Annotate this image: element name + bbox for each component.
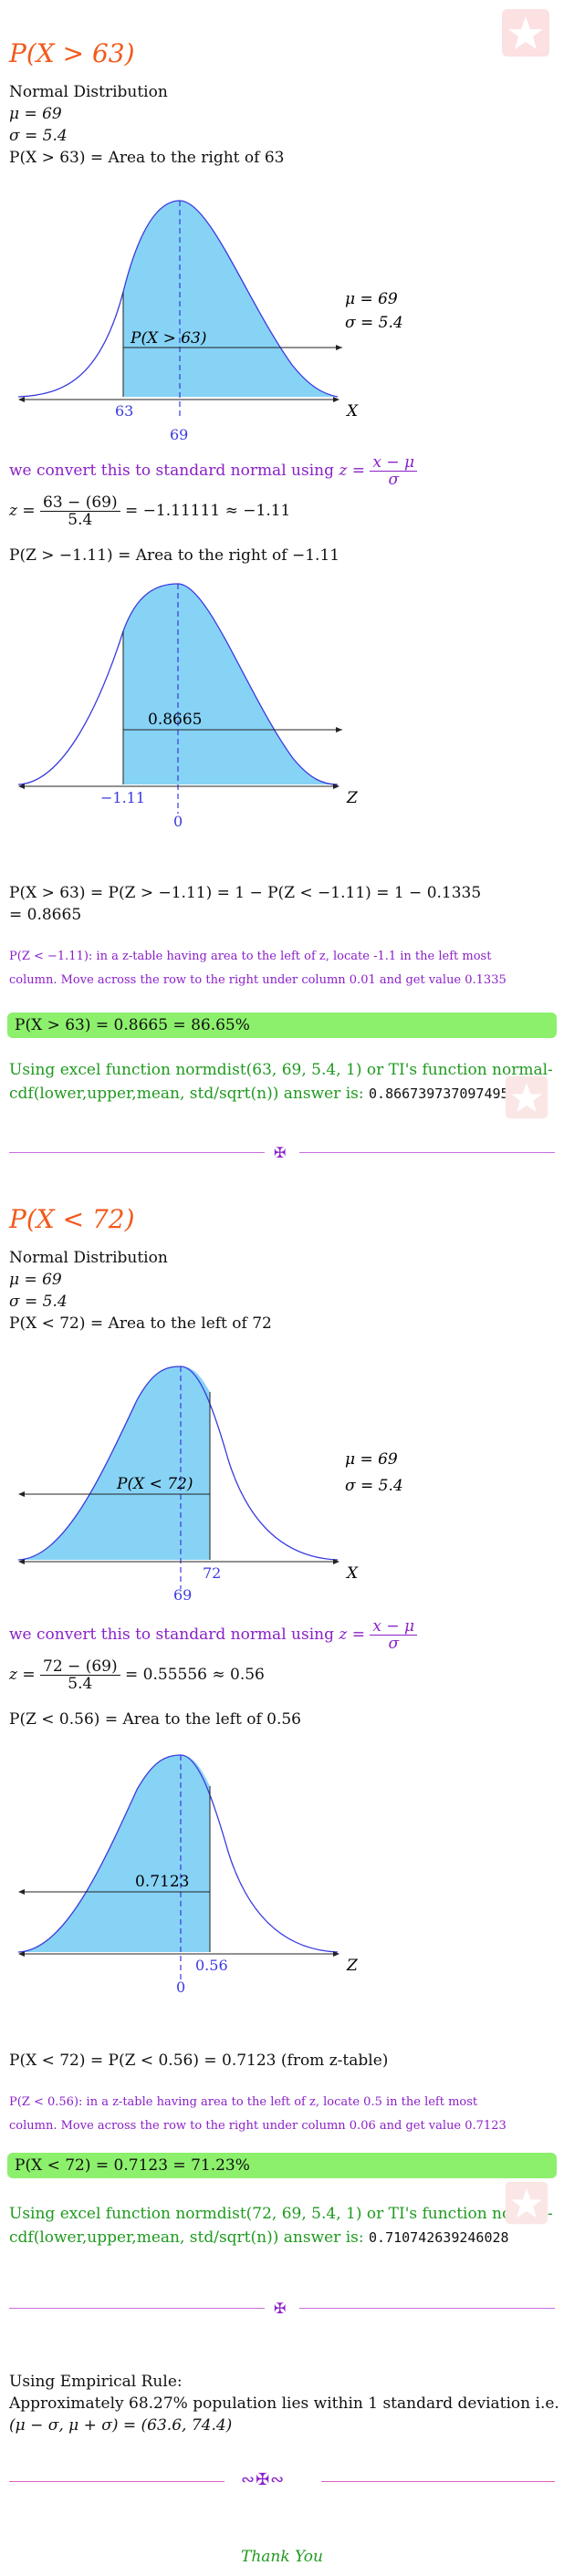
tick-label-63: 63	[115, 402, 133, 420]
divider-ornament-icon: ✠	[274, 1144, 287, 1161]
empirical-rule-line-2: (μ − σ, μ + σ) = (63.6, 74.4)	[9, 2416, 233, 2435]
empirical-rule-line-1: Approximately 68.27% population lies wit…	[9, 2394, 559, 2413]
shaded-area-left	[18, 1755, 210, 1952]
region-label: P(X > 63)	[130, 329, 207, 348]
excel-note: Using excel function normdist(72, 69, 5.…	[9, 2205, 553, 2247]
watermark-logo-faint	[504, 1075, 549, 1120]
graph-mu-label: μ = 69	[345, 1450, 398, 1469]
divider-ornament-icon: ✠	[274, 2300, 287, 2317]
distribution-name: Normal Distribution	[9, 1249, 168, 1267]
result-highlight: P(X > 63) = 0.8665 = 86.65%	[7, 1013, 557, 1038]
graph-sigma-label: σ = 5.4	[345, 314, 403, 332]
normal-curve-graph-x: P(X > 63) μ = 69 σ = 5.4 63 69 X	[17, 200, 403, 443]
divider-flourish-icon: ∾✠∾	[241, 2470, 286, 2489]
z-area-statement: P(Z < 0.56) = Area to the left of 0.56	[9, 1710, 301, 1729]
mean-line: μ = 69	[9, 1271, 62, 1289]
tick-label-mean: 69	[170, 426, 188, 443]
result-line-2: = 0.8665	[9, 906, 82, 924]
convert-statement: we convert this to standard normal using…	[9, 454, 418, 488]
distribution-name: Normal Distribution	[9, 83, 168, 101]
divider	[9, 1152, 265, 1153]
convert-statement: we convert this to standard normal using…	[9, 1618, 418, 1652]
tick-label-72: 72	[203, 1564, 221, 1582]
shaded-area-left	[18, 1366, 210, 1560]
watermark-logo-faint	[504, 2180, 549, 2226]
divider	[9, 2481, 225, 2482]
divider	[321, 2481, 555, 2482]
axis-label-z: Z	[346, 1957, 359, 1975]
standard-normal-graph-z: 0.7123 0.56 0 Z	[17, 1754, 359, 1996]
region-label: 0.7123	[135, 1873, 189, 1891]
result-highlight: P(X < 72) = 0.7123 = 71.23%	[7, 2153, 557, 2178]
part2-title: P(X < 72)	[9, 1204, 135, 1234]
shaded-area-right	[123, 201, 338, 397]
watermark-logo	[500, 7, 551, 58]
divider	[299, 1152, 555, 1153]
graph-mu-label: μ = 69	[345, 290, 398, 308]
z-area-statement: P(Z > −1.11) = Area to the right of −1.1…	[9, 546, 340, 565]
region-label: 0.8665	[148, 711, 202, 729]
tick-label-mean: 0	[176, 1979, 185, 1996]
area-statement: P(X > 63) = Area to the right of 63	[9, 149, 285, 167]
tick-label-mean: 0	[173, 813, 183, 830]
ztable-note: P(Z < 0.56): in a z-table having area to…	[9, 2095, 507, 2133]
divider	[9, 2308, 265, 2309]
empirical-rule-heading: Using Empirical Rule:	[9, 2373, 183, 2391]
thank-you-note: Thank You	[240, 2548, 323, 2566]
divider	[299, 2308, 555, 2309]
graph-sigma-label: σ = 5.4	[345, 1477, 403, 1495]
shaded-area-right	[123, 584, 338, 784]
tick-label-mean: 69	[173, 1586, 192, 1604]
axis-label-z: Z	[346, 789, 359, 807]
part1-title: P(X > 63)	[9, 38, 135, 68]
ztable-note: P(Z < −1.11): in a z-table having area t…	[9, 950, 507, 987]
standard-normal-graph-z: 0.8665 −1.11 0 Z	[17, 583, 359, 830]
excel-note: Using excel function normdist(63, 69, 5.…	[9, 1061, 553, 1103]
z-calculation: z = 63 − (69) 5.4 = −1.11111 ≈ −1.11	[9, 493, 291, 529]
tick-label-z-right: 0.56	[195, 1957, 228, 1974]
result-line-1: P(X < 72) = P(Z < 0.56) = 0.7123 (from z…	[9, 2051, 389, 2070]
sigma-line: σ = 5.4	[9, 1293, 68, 1311]
area-statement: P(X < 72) = Area to the left of 72	[9, 1314, 272, 1333]
result-line-1: P(X > 63) = P(Z > −1.11) = 1 − P(Z < −1.…	[9, 884, 482, 902]
axis-label-x: X	[345, 1564, 359, 1583]
mean-line: μ = 69	[9, 105, 62, 123]
axis-label-x: X	[345, 402, 359, 421]
normal-curve-graph-x: P(X < 72) μ = 69 σ = 5.4 72 69 X	[17, 1366, 403, 1604]
z-calculation: z = 72 − (69) 5.4 = 0.55556 ≈ 0.56	[9, 1657, 265, 1693]
region-label: P(X < 72)	[116, 1475, 193, 1493]
tick-label-z-left: −1.11	[100, 789, 145, 806]
sigma-line: σ = 5.4	[9, 127, 68, 145]
